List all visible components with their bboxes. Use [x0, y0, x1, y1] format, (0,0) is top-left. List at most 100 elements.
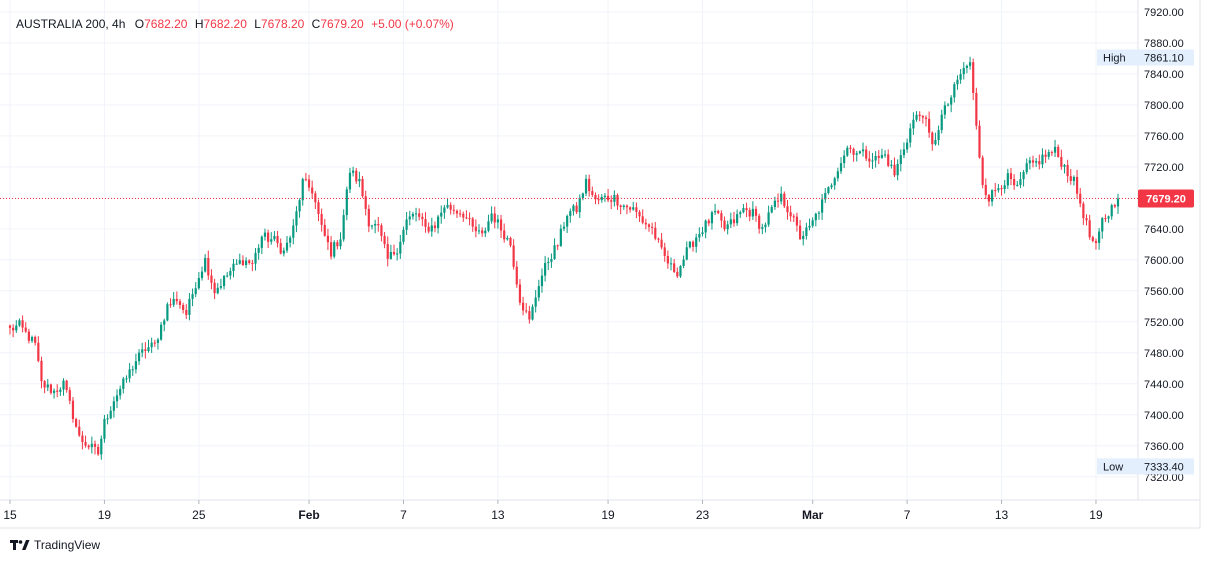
candle [462, 211, 465, 222]
candle [767, 205, 770, 227]
candle-body [358, 179, 361, 182]
candle [84, 435, 87, 448]
candle-body [918, 114, 921, 117]
candle [909, 123, 912, 148]
candle [512, 239, 515, 270]
candle-body [1110, 205, 1113, 217]
candle-body [449, 204, 452, 210]
candle [27, 328, 30, 344]
candle [600, 194, 603, 203]
x-tick-label: 19 [601, 508, 615, 522]
candle-body [915, 114, 918, 120]
candle-body [1009, 173, 1013, 180]
candle-body [978, 125, 981, 158]
candle-body [18, 320, 21, 326]
candle [956, 75, 959, 90]
candle-body [1047, 152, 1050, 157]
candle-body [446, 204, 449, 208]
candle-body [213, 282, 216, 294]
candle [43, 380, 46, 394]
candle [169, 298, 172, 308]
x-tick-label: 7 [904, 508, 911, 522]
candle-body [512, 245, 515, 267]
candle [361, 175, 364, 198]
x-tick-label: 13 [491, 508, 505, 522]
candle-body [698, 234, 701, 238]
open-label: O [134, 17, 145, 31]
candle [156, 337, 160, 350]
candle [197, 272, 200, 290]
candle [597, 194, 600, 205]
candle [940, 109, 943, 134]
candle [758, 213, 761, 234]
candle-body [355, 170, 358, 182]
candle [827, 186, 830, 195]
candle-body [244, 260, 248, 266]
candle-body [839, 163, 843, 172]
candle-body [43, 381, 46, 388]
candle-body [49, 384, 53, 393]
candle-body [1044, 154, 1047, 157]
candle [477, 224, 481, 235]
candle [185, 304, 188, 320]
candle [748, 207, 751, 222]
candle [997, 183, 1000, 193]
candle-body [433, 225, 437, 229]
candle [175, 291, 178, 305]
candle-body [688, 241, 692, 248]
candle [635, 202, 638, 219]
candle [487, 214, 490, 233]
candle-body [232, 263, 235, 272]
candle [937, 125, 940, 146]
candle-body [59, 389, 62, 392]
candle [383, 231, 386, 249]
candle-body [537, 286, 540, 298]
candle [81, 431, 84, 450]
candle-body [647, 224, 651, 227]
candle-body [1016, 184, 1019, 186]
tradingview-logo[interactable]: TradingView [10, 538, 100, 552]
candle [657, 237, 660, 243]
candle-body [1006, 173, 1009, 186]
x-tick-label: 13 [995, 508, 1009, 522]
candle [544, 256, 547, 282]
candle [550, 253, 553, 268]
candle-body [311, 187, 314, 194]
candle-body [635, 207, 638, 212]
candle [374, 219, 377, 234]
candle-body [984, 184, 987, 195]
candle-body [997, 188, 1000, 191]
candle-body [298, 200, 301, 212]
candle-body [783, 193, 786, 207]
candle-body [374, 223, 377, 226]
candle-body [619, 205, 622, 208]
candle [619, 204, 622, 215]
candle-body [169, 304, 172, 306]
candle [90, 436, 93, 454]
candle [968, 56, 972, 70]
candle-body [392, 252, 396, 255]
candle-body [276, 236, 279, 244]
candle-body [682, 259, 685, 267]
candle-body [1094, 240, 1098, 243]
candle-body [257, 247, 260, 253]
candle [392, 244, 396, 256]
candle [433, 221, 437, 233]
candle-body [1041, 154, 1044, 165]
candle-body [172, 298, 175, 305]
candle-body [386, 244, 389, 259]
candle [761, 223, 764, 235]
candle-body [578, 197, 581, 213]
candle-body [673, 263, 676, 272]
candle [638, 209, 641, 222]
candle-body [408, 216, 411, 220]
candle-body [732, 219, 736, 224]
candle-body [364, 196, 367, 209]
candle-body [745, 208, 748, 211]
candle [370, 224, 374, 230]
candle [509, 236, 512, 248]
candle [449, 202, 452, 215]
y-tick-label: 7800.00 [1144, 100, 1184, 112]
